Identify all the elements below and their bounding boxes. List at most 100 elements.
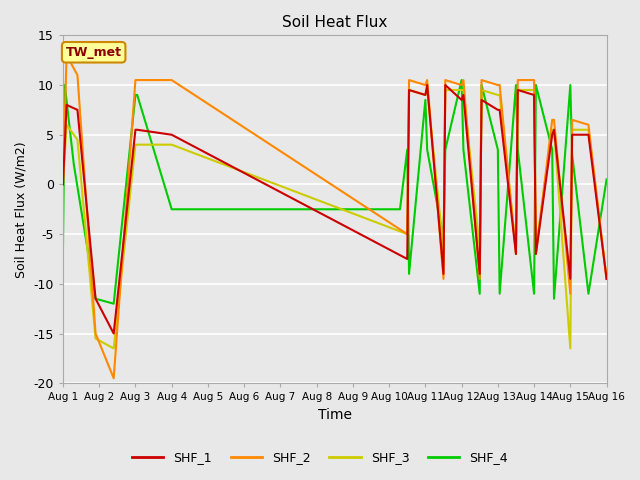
SHF_1: [92, 296, 99, 301]
SHF_3: [74, 137, 81, 143]
SHF_1: [514, 87, 522, 93]
SHF_3: [422, 92, 429, 98]
SHF_2: [460, 77, 467, 83]
SHF_3: [532, 246, 540, 252]
SHF_3: [496, 92, 504, 98]
SHF_1: [568, 132, 576, 138]
SHF_1: [403, 256, 411, 262]
SHF_4: [514, 147, 522, 153]
Line: SHF_2: SHF_2: [63, 55, 607, 378]
SHF_3: [92, 336, 99, 341]
SHF_3: [494, 92, 502, 98]
SHF_2: [512, 251, 520, 257]
SHF_1: [476, 271, 484, 277]
SHF_2: [132, 77, 140, 83]
SHF_1: [477, 97, 485, 103]
SHF_1: [460, 92, 467, 98]
SHF_1: [168, 132, 175, 138]
SHF_2: [531, 77, 538, 83]
SHF_4: [548, 147, 556, 153]
SHF_3: [566, 346, 574, 351]
SHF_1: [548, 132, 556, 138]
SHF_3: [476, 246, 484, 252]
SHF_2: [494, 82, 502, 88]
SHF_2: [550, 117, 558, 123]
SHF_4: [477, 82, 485, 88]
SHF_2: [458, 82, 465, 88]
SHF_2: [74, 72, 81, 78]
SHF_3: [477, 87, 485, 93]
SHF_3: [548, 127, 556, 132]
SHF_1: [442, 82, 449, 88]
SHF_4: [532, 82, 540, 88]
SHF_4: [458, 77, 465, 83]
SHF_2: [603, 276, 611, 282]
SHF_2: [532, 251, 540, 257]
SHF_3: [423, 87, 431, 93]
SHF_3: [133, 142, 141, 147]
SHF_2: [92, 331, 99, 336]
SHF_3: [531, 87, 538, 93]
SHF_2: [59, 181, 67, 187]
SHF_1: [550, 127, 558, 132]
SHF_2: [477, 77, 485, 83]
SHF_1: [133, 127, 141, 132]
SHF_4: [512, 82, 520, 88]
SHF_4: [460, 147, 467, 153]
SHF_2: [476, 276, 484, 282]
SHF_4: [442, 147, 449, 153]
SHF_3: [568, 127, 576, 132]
SHF_3: [132, 142, 140, 147]
SHF_3: [460, 87, 467, 93]
SHF_1: [584, 132, 592, 138]
Line: SHF_3: SHF_3: [63, 90, 607, 348]
SHF_4: [531, 291, 538, 297]
SHF_2: [423, 77, 431, 83]
SHF_3: [584, 127, 592, 132]
SHF_3: [403, 231, 411, 237]
SHF_2: [63, 52, 70, 58]
Title: Soil Heat Flux: Soil Heat Flux: [282, 15, 387, 30]
SHF_1: [512, 251, 520, 257]
SHF_4: [110, 301, 118, 307]
SHF_3: [168, 142, 175, 147]
SHF_3: [405, 87, 413, 93]
SHF_1: [405, 87, 413, 93]
SHF_1: [458, 97, 465, 103]
SHF_2: [496, 82, 504, 88]
SHF_2: [403, 231, 411, 237]
SHF_4: [70, 162, 77, 168]
Line: SHF_1: SHF_1: [63, 85, 607, 334]
SHF_3: [59, 181, 67, 187]
SHF_1: [63, 102, 70, 108]
SHF_4: [476, 291, 484, 297]
SHF_4: [61, 82, 68, 88]
SHF_4: [423, 147, 431, 153]
SHF_2: [514, 77, 522, 83]
SHF_2: [405, 77, 413, 83]
SHF_3: [440, 246, 447, 252]
SHF_4: [59, 246, 67, 252]
SHF_1: [440, 271, 447, 277]
SHF_1: [422, 92, 429, 98]
Y-axis label: Soil Heat Flux (W/m2): Soil Heat Flux (W/m2): [15, 141, 28, 277]
SHF_3: [514, 87, 522, 93]
SHF_4: [566, 82, 574, 88]
SHF_4: [440, 236, 447, 242]
SHF_4: [422, 97, 429, 103]
SHF_1: [74, 107, 81, 113]
SHF_4: [403, 147, 411, 153]
SHF_2: [168, 77, 175, 83]
X-axis label: Time: Time: [318, 408, 352, 422]
SHF_2: [422, 82, 429, 88]
SHF_3: [458, 87, 465, 93]
SHF_4: [133, 92, 141, 98]
SHF_4: [603, 177, 611, 182]
SHF_1: [110, 331, 118, 336]
SHF_3: [550, 127, 558, 132]
SHF_2: [584, 122, 592, 128]
SHF_3: [63, 122, 70, 128]
SHF_1: [531, 92, 538, 98]
SHF_2: [566, 291, 574, 297]
SHF_3: [442, 87, 449, 93]
